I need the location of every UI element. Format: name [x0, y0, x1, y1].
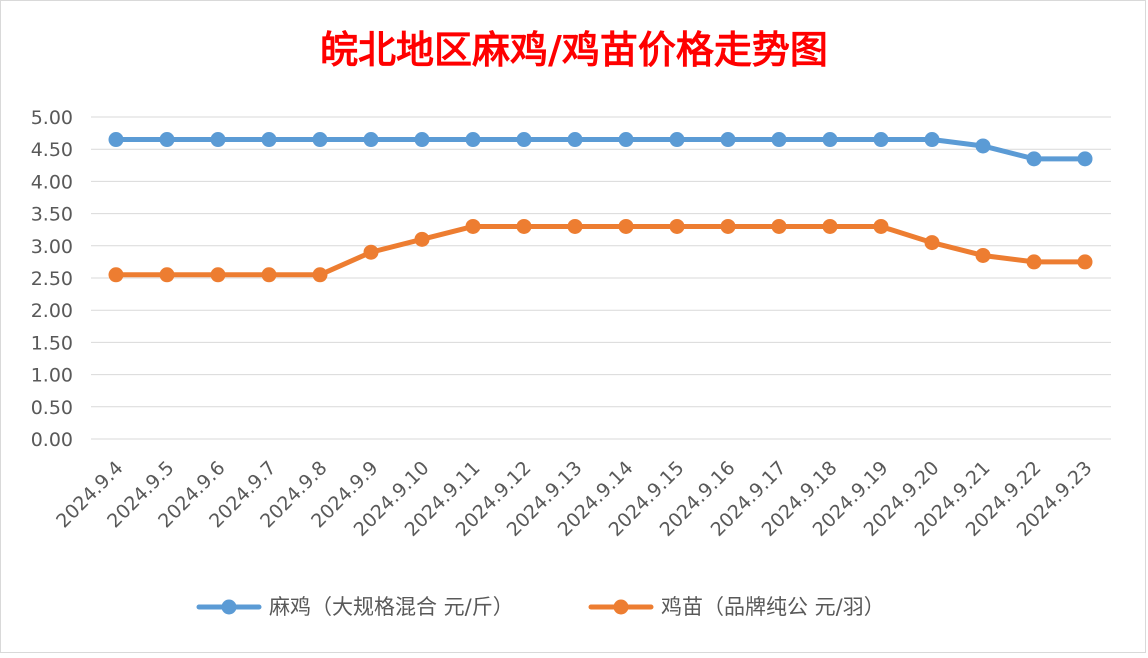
grid-lines [91, 116, 1111, 440]
series-2-point [567, 218, 583, 234]
series-1-point [108, 132, 124, 148]
series-1-point [1077, 151, 1093, 167]
x-axis-tick-labels: 2024.9.42024.9.52024.9.62024.9.72024.9.8… [52, 457, 1096, 541]
y-tick-label: 1.00 [31, 365, 73, 387]
series-1-point [516, 132, 532, 148]
legend-marker [613, 599, 629, 615]
series-1-point [975, 138, 991, 154]
series-1-point [363, 132, 379, 148]
y-tick-label: 3.00 [31, 236, 73, 258]
series-2-point [261, 267, 277, 283]
legend: 麻鸡（大规格混合 元/斤） 鸡苗（品牌纯公 元/羽） [196, 595, 885, 619]
y-tick-label: 4.00 [31, 171, 73, 193]
y-tick-label: 0.50 [31, 397, 73, 419]
series-2-point [771, 218, 787, 234]
series-1-point [567, 132, 583, 148]
series-1-point [1026, 151, 1042, 167]
y-tick-label: 2.50 [31, 268, 73, 290]
series-1-point [618, 132, 634, 148]
series-2-point [618, 218, 634, 234]
series-1-point [414, 132, 430, 148]
y-tick-label: 2.00 [31, 300, 73, 322]
series-2-point [159, 267, 175, 283]
series-2-point [363, 244, 379, 260]
series-2-point [1026, 254, 1042, 270]
series-1-point [159, 132, 175, 148]
chart-title: 皖北地区麻鸡/鸡苗价格走势图 [320, 28, 828, 72]
legend-label: 鸡苗（品牌纯公 元/羽） [661, 595, 885, 619]
series-2-point [975, 247, 991, 263]
y-tick-label: 4.50 [31, 139, 73, 161]
y-tick-label: 3.50 [31, 204, 73, 226]
series-2-point [312, 267, 328, 283]
series-2-point [822, 218, 838, 234]
series-2-point [108, 267, 124, 283]
legend-label: 麻鸡（大规格混合 元/斤） [269, 595, 514, 619]
y-tick-label: 1.50 [31, 332, 73, 354]
series-2-point [924, 235, 940, 251]
series-2-point [414, 231, 430, 247]
y-axis-tick-labels: 0.00 0.50 1.00 1.50 2.00 2.50 3.00 3.50 4.00 4.50… [31, 107, 73, 451]
series-1-point [873, 132, 889, 148]
series-line-2 [113, 223, 1088, 278]
series-2-point [873, 218, 889, 234]
series-1-point [822, 132, 838, 148]
series-1-point [312, 132, 328, 148]
series-1-point [465, 132, 481, 148]
y-tick-label: 0.00 [31, 429, 73, 451]
series-1-point [720, 132, 736, 148]
series-1-point [771, 132, 787, 148]
series-1-point [210, 132, 226, 148]
legend-marker [221, 599, 237, 615]
series-layer [108, 132, 1093, 283]
series-1-point [261, 132, 277, 148]
series-2-point [1077, 254, 1093, 270]
series-1-point [924, 132, 940, 148]
series-1-point [669, 132, 685, 148]
series-2-point [516, 218, 532, 234]
series-2-point [210, 267, 226, 283]
y-tick-label: 5.00 [31, 107, 73, 129]
series-2-point [720, 218, 736, 234]
series-2-point [669, 218, 685, 234]
series-line-1 [113, 137, 1088, 162]
series-2-point [465, 218, 481, 234]
